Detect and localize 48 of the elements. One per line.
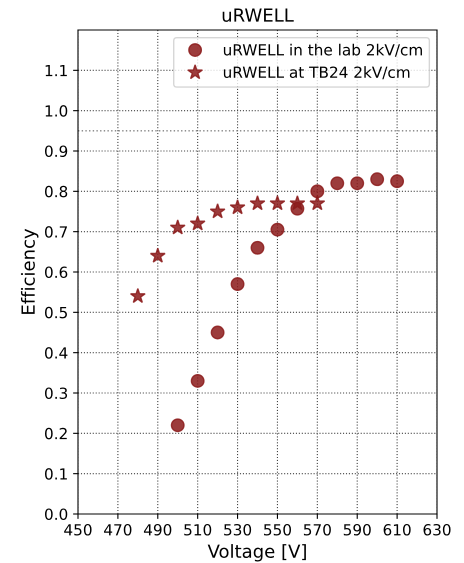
x-tick-label: 450 <box>64 524 92 536</box>
point <box>190 215 206 230</box>
point <box>250 240 264 255</box>
point <box>370 172 384 186</box>
y-axis-title: Efficiency <box>20 228 38 314</box>
point <box>230 199 246 214</box>
point <box>310 184 324 198</box>
y-tick-label: 1.0 <box>46 105 68 117</box>
point <box>390 174 404 188</box>
x-tick-label: 550 <box>264 524 292 536</box>
chart-title: uRWELL <box>222 8 294 22</box>
x-tick-label: 630 <box>423 524 451 536</box>
x-axis-title: Voltage [V] <box>208 544 306 562</box>
y-tick-label: 0.4 <box>44 347 68 359</box>
x-tick-label: 510 <box>184 524 212 536</box>
legend-label: uRWELL at TB24 2kV/cm <box>224 66 410 80</box>
y-tick-label: 0.3 <box>44 387 68 400</box>
y-tick-label: 0.9 <box>44 145 68 158</box>
point <box>150 248 166 263</box>
y-tick-label: 0.7 <box>44 226 67 238</box>
x-tick-label: 530 <box>224 524 252 536</box>
x-tick-label: 490 <box>144 524 172 536</box>
y-tick-label: 0.0 <box>44 508 68 520</box>
y-tick-label: 0.1 <box>44 468 67 480</box>
point <box>309 195 326 210</box>
point <box>350 176 364 190</box>
y-tick-label: 0.2 <box>44 428 67 440</box>
y-tick-label: 0.8 <box>44 186 68 198</box>
y-tick-label: 0.5 <box>44 306 67 318</box>
point <box>230 277 244 292</box>
point <box>270 222 284 237</box>
x-tick-label: 570 <box>304 524 331 536</box>
point <box>170 418 185 432</box>
point <box>210 326 225 340</box>
y-tick-label: 0.6 <box>44 266 68 278</box>
x-tick-label: 590 <box>344 524 371 536</box>
point <box>170 219 186 235</box>
x-tick-label: 470 <box>104 524 132 536</box>
point <box>210 203 226 218</box>
point <box>250 195 266 210</box>
point <box>330 176 344 190</box>
point <box>289 195 306 210</box>
legend-label: uRWELL in the lab 2kV/cm <box>224 44 422 57</box>
x-tick-label: 610 <box>384 524 411 536</box>
point <box>269 195 286 210</box>
point <box>130 288 146 304</box>
point <box>190 374 205 388</box>
y-tick-label: 1.1 <box>46 65 67 76</box>
